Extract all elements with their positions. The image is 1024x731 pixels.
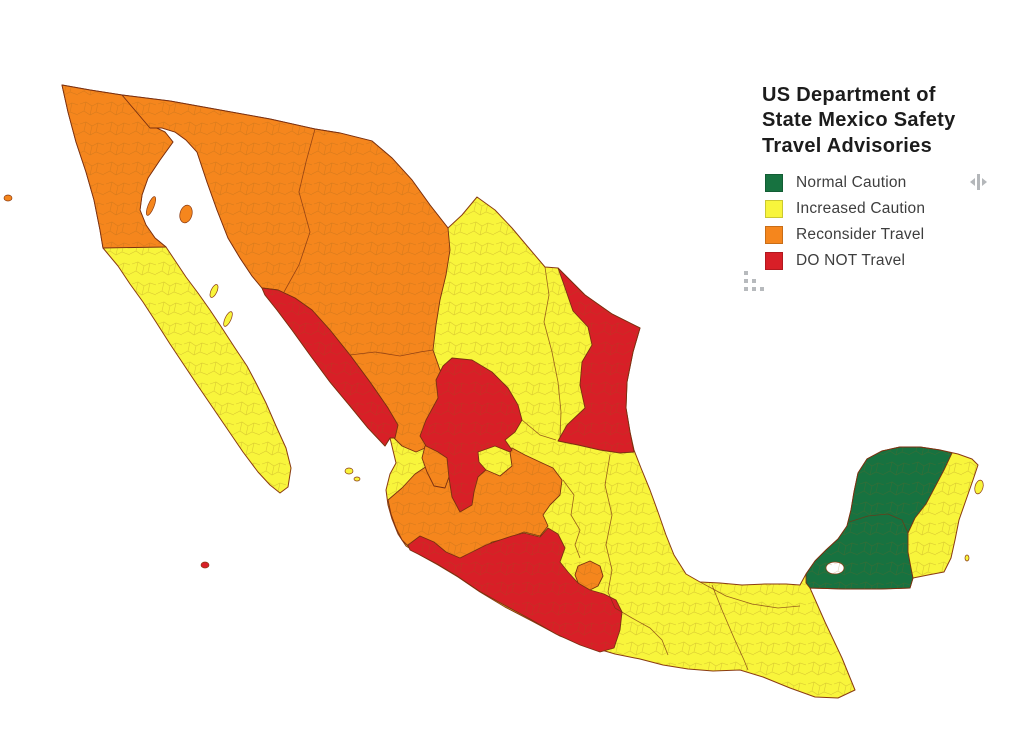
island-bcs-2	[223, 311, 233, 327]
state-border-line	[614, 607, 669, 656]
state-border-line	[283, 128, 316, 293]
legend-color-swatch	[765, 252, 783, 270]
island-cozumel	[974, 479, 984, 495]
left-arrow-icon	[969, 178, 975, 186]
island-bcs-1	[209, 284, 219, 298]
state-border-line	[604, 454, 616, 609]
state-border-line	[521, 419, 557, 441]
legend-item-label: Increased Caution	[796, 200, 926, 217]
island-revillagigedo	[200, 561, 210, 569]
state-border-line	[562, 479, 581, 559]
island-chinchorro	[964, 554, 970, 562]
state-border-line	[349, 349, 434, 357]
state-border-line	[848, 513, 909, 534]
legend-color-swatch	[765, 226, 783, 244]
islands-marias-2	[353, 476, 361, 482]
state-border-line	[543, 266, 562, 439]
horizontal-resize-handle-icon[interactable]	[966, 173, 990, 191]
legend-item-label: DO NOT Travel	[796, 252, 906, 269]
legend-item-label: Reconsider Travel	[796, 226, 925, 243]
map-title-line: US Department of	[762, 84, 936, 106]
drag-grip-dots-icon[interactable]	[744, 271, 766, 293]
legend-item: Increased Caution	[765, 196, 925, 222]
island-angel-guarda	[145, 196, 157, 216]
legend-item: Normal Caution	[765, 170, 925, 196]
municipal-boundaries-texture	[62, 85, 291, 493]
map-title-line: Travel Advisories	[762, 134, 933, 157]
municipal-boundaries-texture	[122, 95, 978, 698]
legend-item-label: Normal Caution	[796, 174, 907, 191]
map-title: US Department of State Mexico Safety Tra…	[762, 83, 1002, 159]
state-border-line	[711, 584, 749, 671]
map-title-line: State Mexico Safety	[762, 109, 956, 132]
legend-color-swatch	[765, 200, 783, 218]
resize-bar-icon	[976, 174, 980, 190]
legend-color-swatch	[765, 174, 783, 192]
state-border-line	[699, 581, 801, 609]
advisory-legend: Normal Caution Increased Caution Reconside…	[765, 170, 925, 274]
legend-item: Reconsider Travel	[765, 222, 925, 248]
island-cedros	[3, 194, 13, 202]
legend-item: DO NOT Travel	[765, 248, 925, 274]
island-tiburon	[179, 204, 193, 224]
islands-marias-1	[344, 467, 354, 475]
right-arrow-icon	[981, 178, 987, 186]
